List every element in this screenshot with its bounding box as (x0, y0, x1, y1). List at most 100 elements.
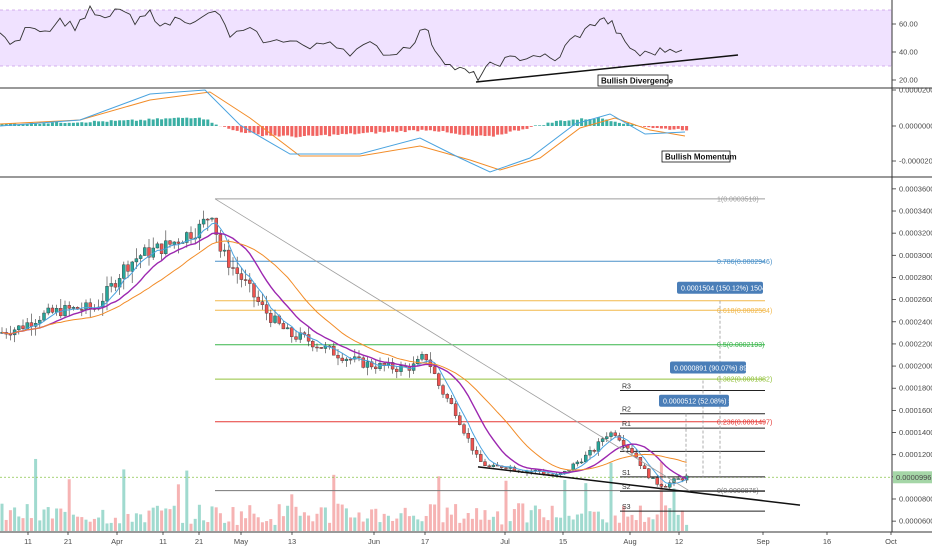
macd-histogram-bar (500, 126, 504, 135)
macd-histogram-bar (344, 126, 348, 135)
volume-bar (609, 462, 613, 531)
volume-bar (433, 504, 437, 531)
volume-bar (500, 524, 504, 531)
volume-bar (466, 513, 470, 531)
macd-histogram-bar (17, 124, 21, 126)
macd-histogram-bar (378, 126, 382, 132)
macd-histogram-bar (298, 126, 302, 137)
macd-histogram-bar (454, 126, 458, 134)
volume-bar (475, 508, 479, 531)
candle-body (235, 267, 239, 274)
macd-histogram-bar (147, 118, 151, 126)
macd-histogram-bar (286, 126, 290, 136)
candle-body (483, 461, 487, 466)
macd-histogram-bar (84, 122, 88, 126)
candle-body (441, 385, 445, 395)
candle-body (466, 433, 470, 439)
volume-bar (470, 518, 474, 531)
macd-histogram-bar (685, 126, 689, 131)
candle-body (201, 218, 206, 225)
volume-bar (286, 505, 290, 531)
macd-histogram-bar (613, 121, 617, 126)
candle-body (231, 267, 235, 269)
macd-histogram-bar (546, 122, 550, 126)
volume-bar (445, 507, 449, 531)
volume-bar (592, 511, 596, 531)
volume-bar (88, 521, 92, 531)
candle-body (80, 309, 84, 311)
macd-histogram-bar (294, 126, 298, 138)
volume-bar (365, 518, 369, 531)
candle-body (420, 354, 424, 360)
volume-bar (533, 505, 537, 531)
candle-body (84, 302, 88, 310)
volume-bar (25, 504, 29, 531)
macd-histogram-bar (172, 117, 176, 126)
volume-bar (575, 514, 579, 531)
price-levels: 1(0.0003510) 0.786(0.0002946) 0.618(0.0002… (0, 196, 892, 512)
macd-histogram-bar (676, 126, 680, 129)
volume-bar (563, 479, 567, 531)
volume-bar (235, 524, 239, 531)
volume-bar (239, 511, 243, 531)
volume-bar (487, 519, 491, 531)
candle-body (453, 403, 458, 416)
pivot-label: R3 (622, 383, 631, 390)
volume-bar (525, 522, 529, 531)
candle-body (655, 477, 659, 485)
candle-body (474, 450, 479, 455)
candle-body (437, 373, 441, 386)
volume-bar (269, 519, 273, 531)
price-tick-label: 0.0003000 (899, 251, 932, 260)
candle-body (134, 258, 139, 263)
candle-body (222, 249, 227, 252)
volume-bar (256, 517, 260, 531)
macd-histogram-bar (143, 120, 147, 126)
volume-bar (655, 514, 659, 531)
candle-body (113, 283, 118, 288)
macd-histogram-bar (349, 126, 353, 134)
candle-body (256, 296, 260, 302)
volume-bar (613, 515, 617, 531)
macd-histogram-bar (151, 119, 155, 126)
candle-body (164, 240, 168, 254)
volume-bar (601, 519, 605, 531)
volume-bar (189, 523, 193, 531)
volume-bar (76, 516, 80, 531)
price-tick-label: 0.0001600 (899, 406, 932, 415)
candle-body (138, 255, 143, 259)
pivot-label: R2 (622, 407, 631, 414)
volume-bar (206, 522, 210, 531)
volume-bar (626, 516, 630, 531)
macd-histogram-bar (42, 123, 46, 126)
price-tick-label: 0.0003200 (899, 229, 932, 238)
macd-histogram-bar (0, 123, 4, 126)
macd-histogram-bar (517, 126, 521, 131)
volume-bar (84, 519, 88, 531)
macd-histogram-bar (370, 126, 374, 133)
candle-body (197, 223, 202, 239)
macd-histogram-bar (412, 126, 416, 131)
macd-tick-label: 0.0000200 (899, 86, 932, 95)
volume-bar (227, 521, 231, 531)
volume-bar (315, 513, 319, 531)
volume-bar (172, 505, 176, 531)
volume-bar (46, 507, 50, 531)
pivot-label: S2 (622, 484, 631, 491)
candle-body (264, 304, 269, 314)
volume-bar (63, 511, 67, 531)
volume-bar (273, 524, 277, 531)
annotations: 0.0001504 (150.12%) 1504 0.0000891 (90.07… (214, 198, 801, 506)
price-tick-label: 0.0002800 (899, 273, 932, 282)
candle-body (269, 312, 273, 323)
price-tick-label: 0.0002400 (899, 317, 932, 326)
candle-body (243, 279, 248, 281)
rsi-band (0, 10, 892, 66)
rsi-line-group: Bullish Divergence (0, 4, 739, 87)
volume-bar (202, 520, 206, 531)
macd-histogram-bar (643, 126, 647, 127)
current-price-badge (893, 471, 932, 484)
volume-bar (550, 505, 554, 531)
macd-histogram-bar (571, 119, 575, 126)
